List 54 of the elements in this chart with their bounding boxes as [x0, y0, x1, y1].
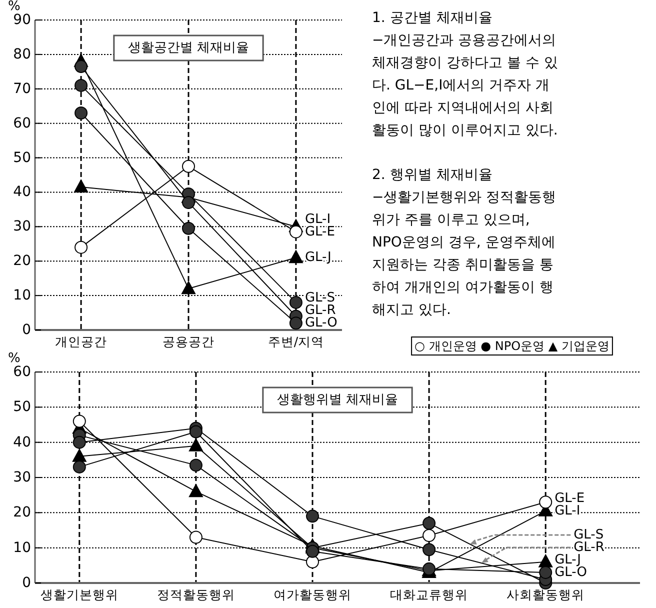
y-axis-title: % — [8, 351, 20, 366]
series-label: GL-I — [304, 212, 331, 227]
text: 생활공간별 체재비율 — [128, 40, 250, 56]
y-tick-label: 10 — [13, 288, 31, 304]
text: 활동이 많이 이루어지고 있다. — [372, 122, 558, 138]
text: 생활행위별 체재비율 — [276, 392, 398, 408]
x-tick-label: 정적활동행위 — [156, 587, 235, 602]
series-label: GL-S — [304, 290, 335, 306]
y-axis-title: % — [8, 0, 20, 14]
text: 2. 행위별 체재비율 — [372, 167, 492, 183]
text: 인에 따라 지역내에서의 사회 — [372, 100, 554, 116]
text: NPO운영의 경우, 운영주체에 — [372, 234, 556, 250]
series-label: GL-J — [304, 250, 332, 266]
text: 1. 공간별 체재비율 — [372, 10, 492, 26]
y-tick-label: 70 — [13, 80, 31, 97]
y-tick-label: 60 — [13, 364, 31, 380]
text: 해지고 있다. — [372, 302, 451, 318]
x-tick-label: 주변/지역 — [268, 334, 324, 349]
y-tick-label: 90 — [13, 12, 31, 28]
x-tick-label: 대화교류행위 — [390, 587, 468, 602]
x-tick-label: 생활기본행위 — [40, 587, 118, 602]
text: ○ 개인운영 ● NPO운영 ▲ 기업운영 — [414, 339, 610, 353]
text: 위가 주를 이루고 있으며, — [372, 212, 530, 228]
text: −생활기본행위와 정적활동행 — [372, 190, 556, 206]
text: 지원하는 각종 취미활동을 통 — [372, 257, 554, 273]
series-label: GL-O — [554, 564, 587, 580]
series-label: GL-I — [554, 503, 580, 518]
series-label: GL-J — [554, 552, 581, 568]
series-label: GL-E — [304, 224, 335, 240]
series-label: GL-O — [304, 316, 338, 331]
y-tick-label: 60 — [13, 115, 31, 132]
text: −개인공간과 공용공간에서의 — [372, 32, 556, 48]
y-tick-label: 80 — [13, 46, 31, 62]
y-tick-label: 50 — [13, 399, 31, 416]
y-tick-label: 10 — [13, 540, 31, 556]
x-tick-label: 공용공간 — [162, 334, 214, 349]
y-tick-label: 20 — [13, 253, 31, 270]
series-label: GL-E — [554, 490, 585, 506]
y-tick-label: 30 — [13, 470, 31, 486]
y-tick-label: 20 — [13, 504, 31, 521]
y-tick-label: 0 — [22, 575, 31, 591]
x-tick-label: 개인공간 — [55, 334, 108, 349]
y-tick-label: 40 — [13, 184, 31, 200]
y-tick-label: 0 — [22, 322, 31, 338]
x-tick-label: 사회활동행위 — [506, 587, 585, 602]
text: 체재경향이 강하다고 볼 수 있 — [372, 55, 558, 71]
text: GL-S — [574, 527, 604, 542]
y-tick-label: 40 — [13, 434, 31, 450]
text: GL-R — [574, 540, 604, 555]
x-tick-label: 여가활동행위 — [274, 587, 352, 602]
text: 다. GL−E,I에서의 거주자 개 — [372, 78, 550, 94]
text: 하여 개개인의 여가활동이 행 — [372, 280, 554, 296]
y-tick-label: 30 — [13, 218, 31, 235]
y-tick-label: 50 — [13, 150, 31, 166]
